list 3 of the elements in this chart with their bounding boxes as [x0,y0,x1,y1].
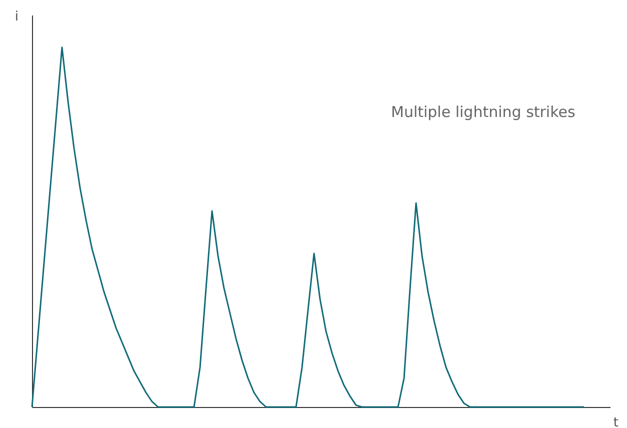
annotation: Multiple lightning strikes [391,103,576,121]
y-axis-title: i [14,10,18,24]
x-axis-title: t [613,416,618,428]
